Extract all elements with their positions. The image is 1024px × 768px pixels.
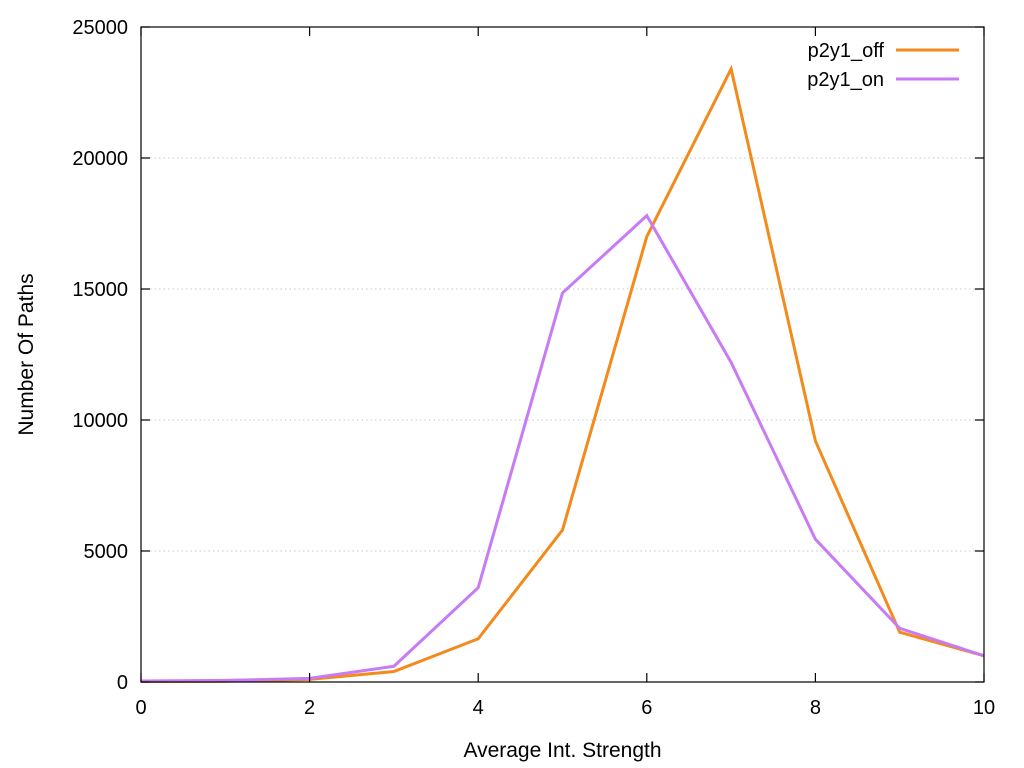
- y-tick-label: 0: [117, 672, 128, 694]
- x-tick-label: 2: [304, 697, 315, 719]
- y-tick-label: 20000: [72, 148, 128, 170]
- y-tick-label: 15000: [72, 279, 128, 301]
- axis-ticks: 0 5000 10000 15000 20000 25000 0 2 4 6 8 10: [72, 17, 995, 719]
- x-tick-label: 8: [810, 697, 821, 719]
- legend-label: p2y1_off: [808, 40, 885, 62]
- y-tick-label: 5000: [84, 541, 129, 563]
- series-line-p2y1-on: [140, 213, 985, 683]
- x-tick-label: 0: [135, 697, 146, 719]
- legend: p2y1_off p2y1_on: [807, 40, 959, 91]
- legend-label: p2y1_on: [807, 69, 884, 91]
- y-axis-title: Number Of Paths: [15, 273, 38, 435]
- series-line-p2y1-off: [140, 64, 985, 683]
- x-tick-label: 4: [473, 697, 484, 719]
- x-axis-title: Average Int. Strength: [463, 739, 661, 762]
- y-tick-label: 10000: [72, 410, 128, 432]
- x-tick-label: 10: [973, 697, 995, 719]
- x-tick-label: 6: [641, 697, 652, 719]
- grid-lines: [141, 157, 984, 552]
- y-tick-label: 25000: [72, 17, 128, 39]
- series-lines: [140, 64, 985, 683]
- plot-frame: [140, 26, 985, 683]
